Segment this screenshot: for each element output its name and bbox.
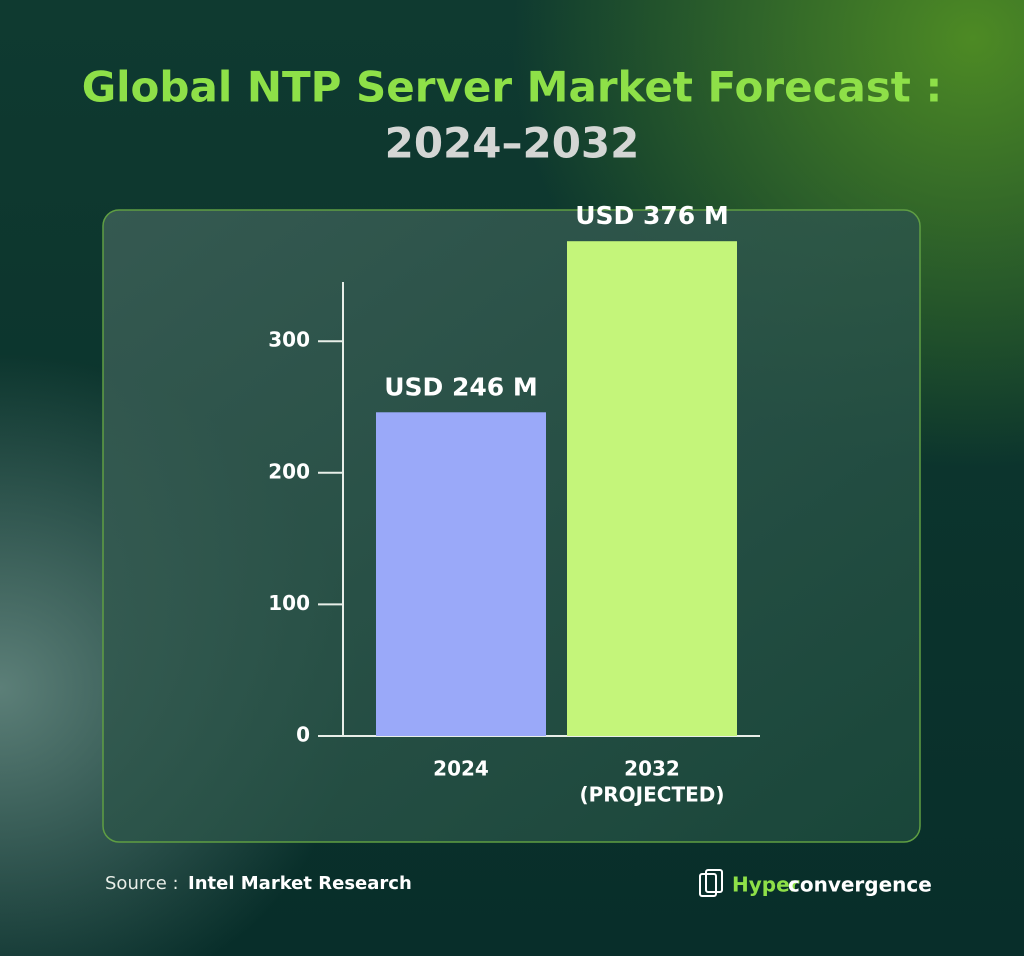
logo-icon <box>699 873 717 897</box>
chart-subtitle: 2024–2032 <box>385 119 640 168</box>
y-tick-label: 300 <box>268 328 310 352</box>
brand-part: Hyper <box>732 873 800 897</box>
y-tick-label: 200 <box>268 459 310 483</box>
source: Intel Market Research <box>188 873 412 894</box>
x-tick-label: 2032 <box>624 757 680 781</box>
y-tick-label: 100 <box>268 591 310 615</box>
logo: Hyper convergence <box>699 869 932 897</box>
x-tick-sublabel: (PROJECTED) <box>579 783 724 807</box>
bar <box>376 412 546 736</box>
x-tick-label: 2024 <box>433 757 489 781</box>
chart-title: Global NTP Server Market Forecast : <box>82 63 943 112</box>
logo-icon <box>705 869 723 893</box>
value-label: USD 376 M <box>575 201 729 230</box>
y-tick-label: 0 <box>296 723 310 747</box>
source-label: Source : <box>105 873 179 894</box>
brand-part: convergence <box>788 873 932 897</box>
bar <box>567 241 737 736</box>
value-label: USD 246 M <box>384 372 538 401</box>
